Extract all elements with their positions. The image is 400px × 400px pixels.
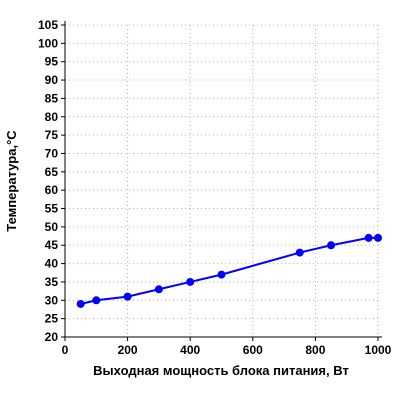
series-layer <box>76 233 382 308</box>
grid <box>65 24 379 337</box>
y-tick-label: 20 <box>45 330 59 344</box>
data-point <box>92 296 101 305</box>
x-tick-label: 600 <box>243 343 263 357</box>
data-point <box>327 241 336 250</box>
data-point <box>154 285 163 294</box>
x-tick-label: 400 <box>180 343 200 357</box>
data-point <box>76 299 85 308</box>
x-tick-label: 800 <box>305 343 325 357</box>
y-tick-label: 75 <box>45 128 59 142</box>
x-axis-ticks: 0 200 400 600 800 1000 <box>62 337 392 357</box>
y-tick-label: 95 <box>45 55 59 69</box>
y-tick-label: 65 <box>45 165 59 179</box>
y-tick-label: 105 <box>38 18 58 32</box>
data-point <box>295 248 304 257</box>
y-tick-label: 30 <box>45 293 59 307</box>
data-point <box>364 233 373 242</box>
y-tick-label: 85 <box>45 91 59 105</box>
y-tick-label: 90 <box>45 73 59 87</box>
data-point <box>374 233 382 242</box>
axes <box>64 21 382 338</box>
y-tick-label: 25 <box>45 312 59 326</box>
x-tick-label: 200 <box>118 343 138 357</box>
series-line <box>80 236 378 305</box>
x-tick-label: 1000 <box>365 343 392 357</box>
y-tick-label: 45 <box>45 238 59 252</box>
y-axis-label: Температура,°C <box>4 130 19 232</box>
y-axis-ticks: 20 25 30 35 40 45 50 55 60 65 70 75 80 85 90 95 100 105 <box>38 18 65 344</box>
y-tick-label: 35 <box>45 275 59 289</box>
x-axis-label: Выходная мощность блока питания, Вт <box>93 363 349 378</box>
y-tick-label: 40 <box>45 257 59 271</box>
y-tick-label: 80 <box>45 110 59 124</box>
data-point <box>186 277 195 286</box>
data-point <box>123 292 132 301</box>
data-point <box>217 270 226 279</box>
y-tick-label: 70 <box>45 146 59 160</box>
x-tick-label: 0 <box>62 343 69 357</box>
y-tick-label: 100 <box>38 36 58 50</box>
y-tick-label: 50 <box>45 220 59 234</box>
y-tick-label: 55 <box>45 202 59 216</box>
y-tick-label: 60 <box>45 183 59 197</box>
